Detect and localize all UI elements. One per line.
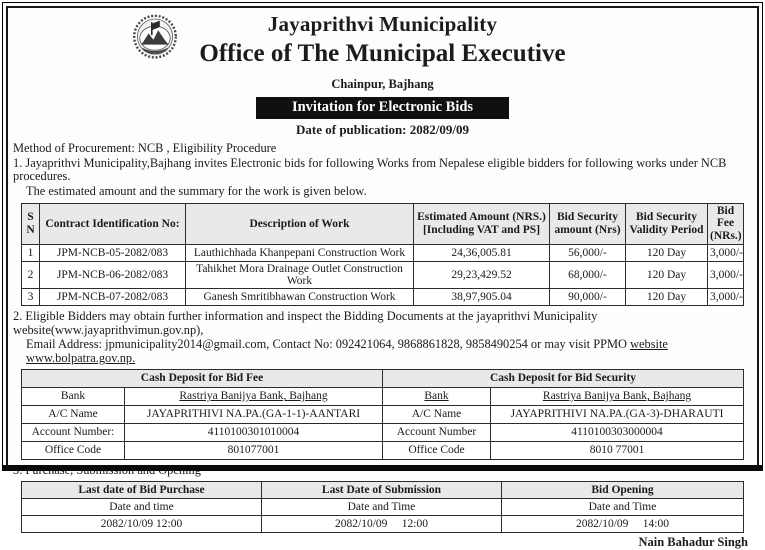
table-row: Account Number: 4110100301010004 Account…	[20, 422, 745, 442]
value-bank-left: Rastriya Banijya Bank, Bajhang	[123, 386, 384, 406]
cell-bid-security: 68,000/-	[549, 261, 626, 290]
document-header: Jayaprithvi Municipality Office of The M…	[13, 9, 752, 138]
paragraph-2-text: Email Address: jpmunicipality2014@gmail.…	[26, 337, 631, 352]
invitation-banner: Invitation for Electronic Bids	[255, 97, 510, 119]
bids-table: S N Contract Identification No: Descript…	[21, 202, 744, 307]
value-office-code-right: 8010 77001	[489, 440, 745, 460]
schedule-table: Last date of Bid Purchase Last Date of S…	[21, 481, 744, 534]
cell-bid-fee: 3,000/-	[707, 261, 744, 290]
subheader-date-time-purchase: Date and time	[21, 498, 262, 517]
label-ac-name-right: A/C Name	[382, 404, 491, 424]
label-bank-left: Bank	[20, 386, 125, 406]
cell-sn: 3	[21, 288, 40, 307]
label-account-number-right: Account Number	[382, 422, 491, 442]
bolpatra-website-link: website www.bolpatra.gov.np.	[26, 337, 668, 366]
label-office-code-left: Office Code	[20, 440, 125, 460]
table-row: Office Code 801077001 Office Code 8010 7…	[20, 440, 745, 460]
cell-description: Ganesh Smritibhawan Construction Work	[185, 288, 414, 307]
cell-validity: 120 Day	[625, 244, 708, 263]
schedule-header-row: Last date of Bid Purchase Last Date of S…	[21, 481, 744, 500]
cell-description: Tahikhet Mora Drainage Outlet Constructi…	[185, 261, 414, 290]
municipal-emblem-icon	[131, 11, 179, 72]
cell-sn: 2	[21, 261, 40, 290]
label-ac-name-left: A/C Name	[20, 404, 125, 424]
value-account-number-right: 4110100303000004	[489, 422, 745, 442]
page-title: Jayaprithvi Municipality	[267, 12, 498, 36]
signatory-name: Nain Bahadur Singh	[638, 535, 748, 550]
procurement-method-line: Method of Procurement: NCB , Eligibility…	[13, 141, 277, 155]
col-header-bid-security-amount: Bid Security amount (Nrs)	[549, 202, 626, 246]
cell-bid-security: 90,000/-	[549, 288, 626, 307]
col-header-estimated-amount: Estimated Amount (NRS.) [Including VAT a…	[413, 202, 550, 246]
col-header-description: Description of Work	[185, 202, 414, 246]
office-title: Office of The Municipal Executive	[199, 40, 566, 67]
value-ac-name-right: JAYAPRITHIVI NA.PA.(GA-3)-DHARAUTI	[489, 404, 745, 424]
schedule-subheader-row: Date and time Date and Time Date and Tim…	[21, 498, 744, 517]
label-office-code-right: Office Code	[382, 440, 491, 460]
value-bank-right: Rastriya Banijya Bank, Bajhang	[489, 386, 745, 406]
cell-estimated-amount: 38,97,905.04	[413, 288, 550, 307]
col-header-contract-id: Contract Identification No:	[39, 202, 186, 246]
cell-contract-id: JPM-NCB-07-2082/083	[39, 288, 186, 307]
value-ac-name-left: JAYAPRITHIVI NA.PA.(GA-1-1)-AANTARI	[123, 404, 384, 424]
deposit-bid-fee-title: Cash Deposit for Bid Fee	[20, 368, 384, 388]
subheader-date-time-submission: Date and Time	[261, 498, 502, 517]
table-row: 2 JPM-NCB-06-2082/083 Tahikhet Mora Drai…	[21, 261, 744, 290]
value-purchase-datetime: 2082/10/09 12:00	[21, 515, 262, 534]
table-row: Bank Rastriya Banijya Bank, Bajhang Bank…	[20, 386, 745, 406]
cell-bid-security: 56,000/-	[549, 244, 626, 263]
location-line: Chainpur, Bajhang	[331, 77, 434, 91]
col-header-bid-fee: Bid Fee (NRs.)	[707, 202, 744, 246]
banner-wrap: Invitation for Electronic Bids	[13, 97, 752, 119]
schedule-values-row: 2082/10/09 12:00 2082/10/09 12:00 2082/1…	[21, 515, 744, 534]
bids-table-header-row: S N Contract Identification No: Descript…	[21, 202, 744, 246]
cell-validity: 120 Day	[625, 261, 708, 290]
value-submission-datetime: 2082/10/09 12:00	[261, 515, 502, 534]
value-opening-datetime: 2082/10/09 14:00	[501, 515, 744, 534]
table-row: 1 JPM-NCB-05-2082/083 Lauthichhada Khanp…	[21, 244, 744, 263]
deposit-bid-security-title: Cash Deposit for Bid Security	[381, 368, 745, 388]
cell-contract-id: JPM-NCB-06-2082/083	[39, 261, 186, 290]
deposit-header-row: Cash Deposit for Bid Fee Cash Deposit fo…	[20, 368, 745, 388]
subheader-date-time-opening: Date and Time	[501, 498, 744, 517]
value-account-number-left: 4110100301010004	[123, 422, 384, 442]
table-row: 3 JPM-NCB-07-2082/083 Ganesh Smritibhawa…	[21, 288, 744, 307]
publication-date: Date of publication: 2082/09/09	[296, 122, 469, 137]
cash-deposit-table: Cash Deposit for Bid Fee Cash Deposit fo…	[20, 368, 745, 460]
cell-estimated-amount: 29,23,429.52	[413, 261, 550, 290]
cell-bid-fee: 3,000/-	[707, 244, 744, 263]
cell-description: Lauthichhada Khanpepani Construction Wor…	[185, 244, 414, 263]
label-account-number-left: Account Number:	[20, 422, 125, 442]
cell-sn: 1	[21, 244, 40, 263]
value-office-code-left: 801077001	[123, 440, 384, 460]
col-header-bid-opening: Bid Opening	[501, 481, 744, 500]
paragraph-2-line-2: Email Address: jpmunicipality2014@gmail.…	[13, 338, 752, 365]
document-content: Jayaprithvi Municipality Office of The M…	[9, 9, 756, 549]
cell-estimated-amount: 24,36,005.81	[413, 244, 550, 263]
col-header-bid-security-validity: Bid Security Validity Period	[625, 202, 708, 246]
paragraph-2-line-1: 2. Eligible Bidders may obtain further i…	[13, 309, 598, 337]
bottom-scan-bar	[3, 465, 762, 471]
cell-validity: 120 Day	[625, 288, 708, 307]
col-header-sn: S N	[21, 202, 40, 246]
paragraph-1-line-1: 1. Jayaprithvi Municipality,Bajhang invi…	[13, 155, 727, 184]
col-header-bid-purchase: Last date of Bid Purchase	[21, 481, 262, 500]
table-row: A/C Name JAYAPRITHIVI NA.PA.(GA-1-1)-AAN…	[20, 404, 745, 424]
cell-bid-fee: 3,000/-	[707, 288, 744, 307]
cell-contract-id: JPM-NCB-05-2082/083	[39, 244, 186, 263]
col-header-submission: Last Date of Submission	[261, 481, 502, 500]
label-bank-right: Bank	[382, 386, 491, 406]
paragraph-1-line-2: The estimated amount and the summary for…	[26, 183, 367, 198]
